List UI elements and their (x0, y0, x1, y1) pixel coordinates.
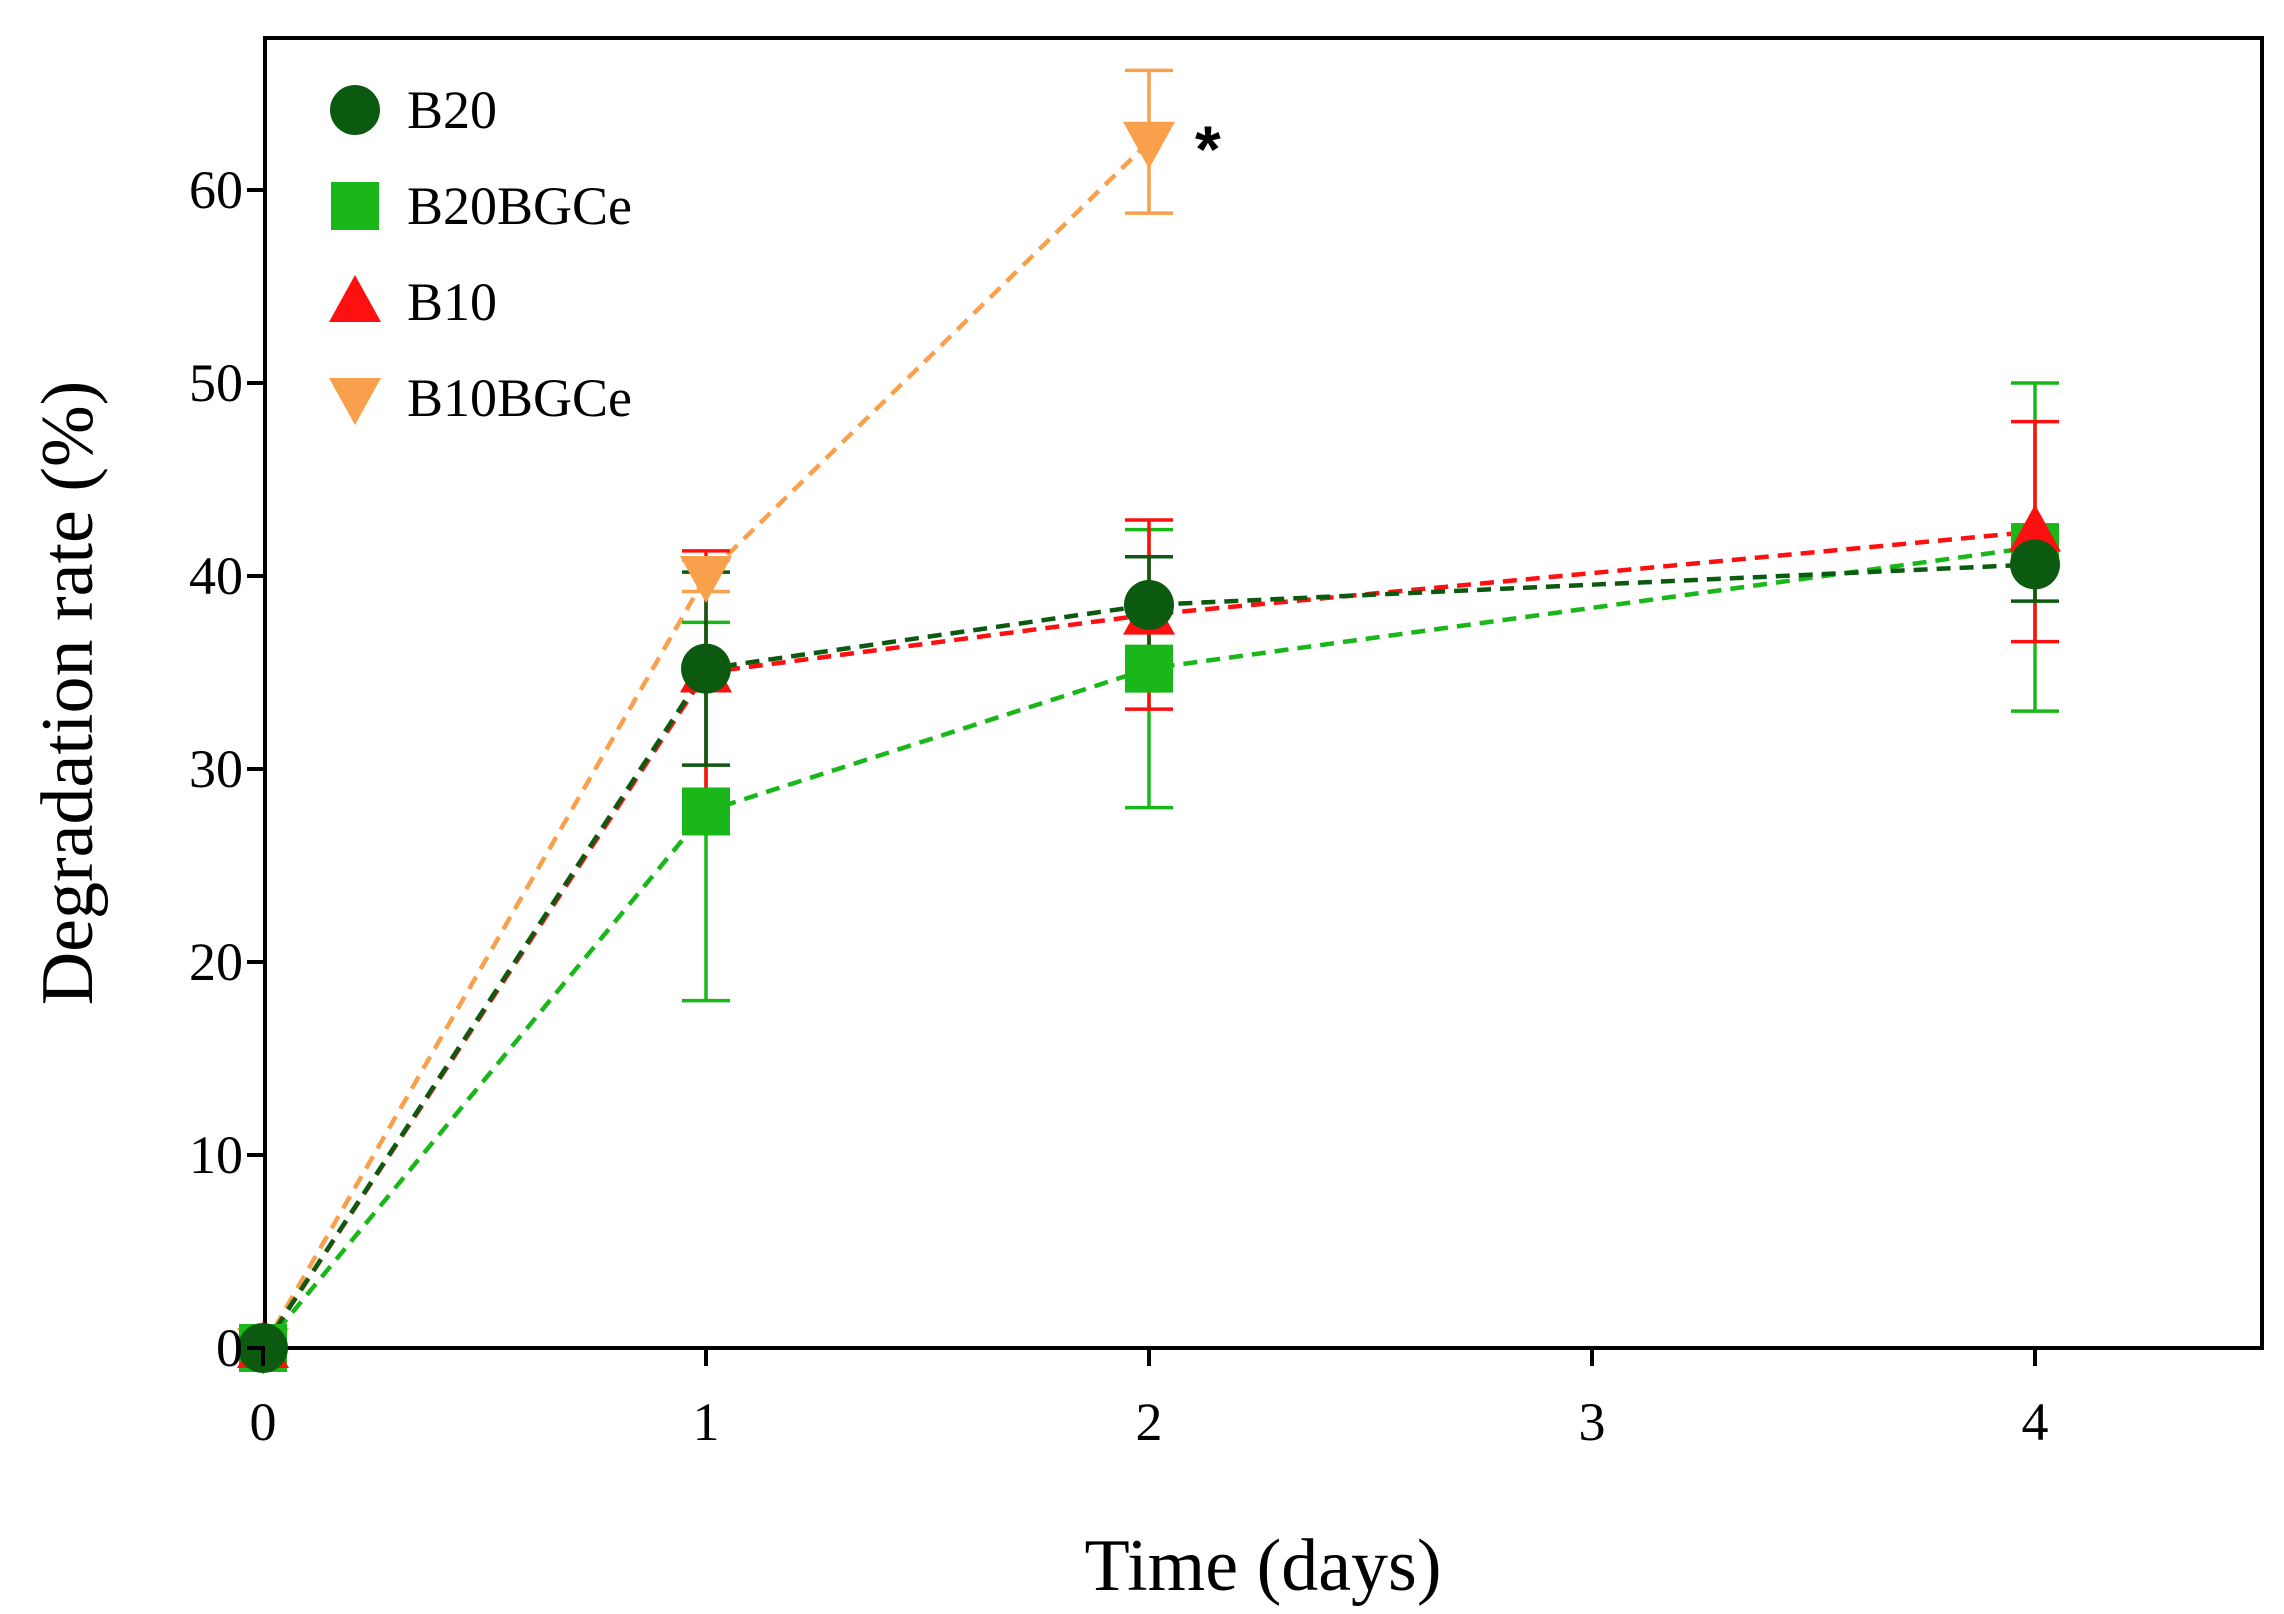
legend-marker-b20 (330, 85, 380, 135)
plot-frame (263, 36, 2264, 1350)
y-tick-label: 50 (189, 353, 243, 413)
legend-label-b10bgce: B10BGCe (407, 368, 632, 428)
y-tick-label: 10 (189, 1125, 243, 1185)
x-tick-label: 3 (1579, 1392, 1606, 1452)
x-tick-label: 0 (250, 1392, 277, 1452)
y-tick-label: 20 (189, 932, 243, 992)
data-point-b20 (2010, 539, 2060, 590)
legend-marker-b20bgce (331, 182, 379, 230)
y-tick-label: 30 (189, 739, 243, 799)
data-point-b10 (2009, 504, 2061, 552)
series-line-b20bgce (261, 544, 2036, 1350)
x-axis-label: Time (days) (1085, 1525, 1442, 1607)
y-axis-label: Degradation rate (%) (27, 381, 109, 1006)
significance-asterisk: * (1195, 112, 1221, 186)
data-point-b10bgce (1123, 121, 1175, 169)
legend-label-b10: B10 (407, 272, 497, 332)
x-tick-label: 4 (2022, 1392, 2049, 1452)
data-point-b20 (681, 643, 731, 694)
legend-label-b20bgce: B20BGCe (407, 176, 632, 236)
legend-marker-b10 (329, 275, 381, 322)
x-tick-label: 2 (1136, 1392, 1163, 1452)
x-tick-label: 1 (693, 1392, 720, 1452)
y-tick-label: 60 (189, 160, 243, 220)
data-point-b10bgce (680, 556, 732, 603)
data-point-b20bgce (1125, 644, 1173, 693)
series-line-b20 (261, 562, 2036, 1350)
data-point-b20 (1124, 579, 1174, 630)
legend-label-b20: B20 (407, 80, 497, 140)
legend: B20 B20BGCe B10 B10BGCe (329, 80, 632, 428)
y-tick-label: 0 (216, 1318, 243, 1378)
y-tick-label: 40 (189, 546, 243, 606)
data-point-b20bgce (682, 787, 730, 836)
legend-marker-b10bgce (329, 378, 381, 425)
